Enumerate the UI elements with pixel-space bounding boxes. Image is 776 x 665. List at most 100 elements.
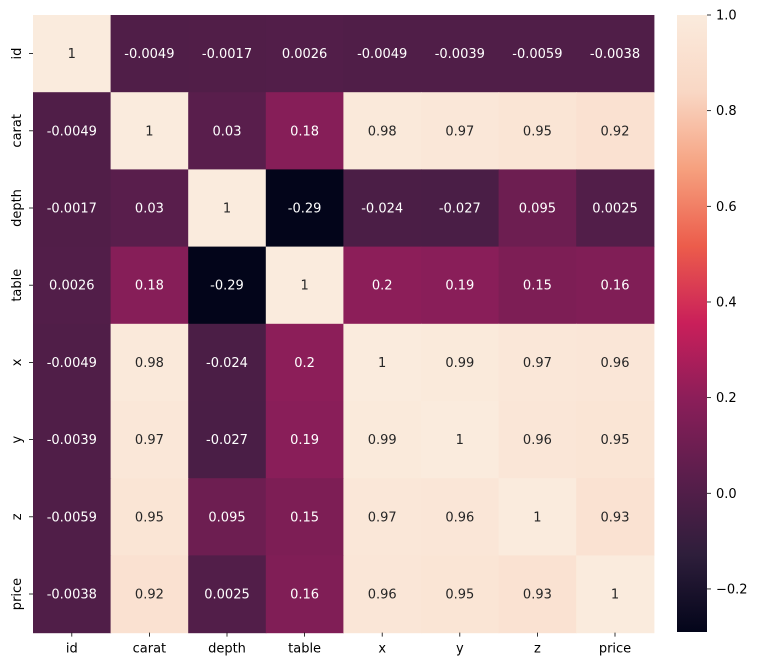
heatmap-cell-depth-id	[33, 169, 112, 248]
x-tick-label-price: price	[599, 642, 631, 657]
cell-annotation-x-y: 0.99	[445, 356, 474, 371]
heatmap-cell-y-table	[265, 401, 344, 479]
cell-annotation-table-id: 0.0026	[49, 279, 95, 294]
colorbar: −0.2 0.0 0.2 0.4 0.6 0.8 1.0	[677, 9, 748, 632]
cell-annotation-price-carat: 0.92	[135, 588, 164, 603]
heatmap-cell-y-x	[343, 401, 422, 479]
heatmap-cell-x-carat	[110, 323, 189, 402]
x-tick-label-x: x	[378, 642, 386, 657]
y-tick-label-depth: depth	[10, 189, 25, 227]
cell-annotation-depth-carat: 0.03	[135, 202, 164, 217]
cell-annotation-depth-id: -0.0017	[47, 202, 97, 217]
cell-annotation-table-x: 0.2	[372, 279, 393, 294]
heatmap-cell-table-id	[33, 246, 112, 325]
heatmap-cell-price-y	[421, 555, 500, 634]
heatmap-cell-id-price	[576, 15, 655, 93]
heatmap-cell-id-carat	[110, 15, 189, 93]
cell-annotation-carat-depth: 0.03	[213, 124, 242, 139]
heatmap-cell-carat-z	[498, 92, 577, 170]
heatmap-cell-price-x	[343, 555, 422, 634]
heatmap-cell-carat-x	[343, 92, 422, 170]
colorbar-gradient	[677, 15, 707, 632]
heatmap-cell-y-carat	[110, 401, 189, 479]
cell-annotation-id-z: -0.0059	[512, 47, 562, 62]
y-tick-label-x: x	[10, 358, 25, 366]
y-tick-label-carat: carat	[10, 114, 25, 148]
y-tick-label-price: price	[10, 578, 25, 610]
cell-annotation-price-y: 0.95	[445, 588, 474, 603]
heatmap-cell-y-depth	[188, 401, 267, 479]
heatmap-cell-carat-id	[33, 92, 112, 170]
cell-annotation-carat-price: 0.92	[601, 124, 630, 139]
x-tick-label-table: table	[288, 642, 321, 657]
heatmap-cell-z-depth	[188, 478, 267, 556]
heatmap-cell-id-table	[265, 15, 344, 93]
colorbar-tick-label: −0.2	[716, 582, 748, 597]
cell-annotation-depth-y: -0.027	[439, 202, 481, 217]
heatmap-cell-x-id	[33, 323, 112, 402]
heatmap-cell-z-table	[265, 478, 344, 556]
cell-annotation-table-z: 0.15	[523, 279, 552, 294]
cell-annotation-price-id: -0.0038	[47, 588, 97, 603]
cell-annotation-id-id: 1	[68, 47, 76, 62]
cell-annotation-z-z: 1	[533, 510, 541, 525]
cell-annotation-x-price: 0.96	[601, 356, 630, 371]
cell-annotation-y-id: -0.0039	[47, 433, 97, 448]
heatmap-cell-x-price	[576, 323, 655, 402]
cell-annotation-x-id: -0.0049	[47, 356, 97, 371]
colorbar-tick-label: 1.0	[716, 9, 737, 24]
heatmap-cell-depth-table	[265, 169, 344, 248]
cell-annotation-table-carat: 0.18	[135, 279, 164, 294]
y-tick-label-id: id	[10, 48, 25, 60]
x-axis: id carat depth table x y z price	[66, 632, 631, 657]
heatmap-cell-x-depth	[188, 323, 267, 402]
cell-annotation-y-carat: 0.97	[135, 433, 164, 448]
heatmap-cell-z-price	[576, 478, 655, 556]
cell-annotation-carat-y: 0.97	[445, 124, 474, 139]
cell-annotation-price-depth: 0.0025	[204, 588, 250, 603]
heatmap-cell-y-y	[421, 401, 500, 479]
cell-annotation-y-table: 0.19	[290, 433, 319, 448]
x-tick-label-carat: carat	[133, 642, 167, 657]
cell-annotation-y-z: 0.96	[523, 433, 552, 448]
cell-annotation-z-table: 0.15	[290, 510, 319, 525]
heatmap-cell-y-price	[576, 401, 655, 479]
cell-annotation-id-depth: -0.0017	[202, 47, 252, 62]
cell-annotation-z-id: -0.0059	[47, 510, 97, 525]
cell-annotation-y-price: 0.95	[601, 433, 630, 448]
heatmap-cell-id-y	[421, 15, 500, 93]
heatmap-cell-id-z	[498, 15, 577, 93]
heatmap-cell-x-table	[265, 323, 344, 402]
heatmap-cell-z-carat	[110, 478, 189, 556]
heatmap-cell-z-z	[498, 478, 577, 556]
heatmap-cell-id-id	[33, 15, 112, 93]
heatmap-cell-price-carat	[110, 555, 189, 634]
cell-annotation-z-price: 0.93	[601, 510, 630, 525]
colorbar-tick-label: 0.8	[716, 104, 737, 119]
cell-annotation-y-x: 0.99	[368, 433, 397, 448]
heatmap-annotations: 1 -0.0049 -0.0017 0.0026 -0.0049 -0.0039 -0.00…	[47, 47, 640, 602]
heatmap-cell-x-z	[498, 323, 577, 402]
y-tick-label-z: z	[10, 513, 25, 520]
heatmap-cell-z-y	[421, 478, 500, 556]
cell-annotation-carat-z: 0.95	[523, 124, 552, 139]
cell-annotation-z-y: 0.96	[445, 510, 474, 525]
cell-annotation-y-depth: -0.027	[206, 433, 248, 448]
cell-annotation-z-carat: 0.95	[135, 510, 164, 525]
cell-annotation-carat-table: 0.18	[290, 124, 319, 139]
heatmap-cell-table-x	[343, 246, 422, 325]
heatmap-cell-table-carat	[110, 246, 189, 325]
heatmap-cell-depth-carat	[110, 169, 189, 248]
cell-annotation-depth-x: -0.024	[361, 202, 403, 217]
cell-annotation-price-price: 1	[611, 588, 619, 603]
cell-annotation-x-carat: 0.98	[135, 356, 164, 371]
cell-annotation-x-table: 0.2	[294, 356, 315, 371]
cell-annotation-table-y: 0.19	[445, 279, 474, 294]
heatmap-cell-depth-y	[421, 169, 500, 248]
cell-annotation-table-table: 1	[300, 279, 308, 294]
heatmap-cell-id-x	[343, 15, 422, 93]
heatmap-cell-depth-depth	[188, 169, 267, 248]
cell-annotation-price-z: 0.93	[523, 588, 552, 603]
cell-annotation-x-depth: -0.024	[206, 356, 248, 371]
y-axis: id carat depth table x y z price	[10, 48, 33, 610]
